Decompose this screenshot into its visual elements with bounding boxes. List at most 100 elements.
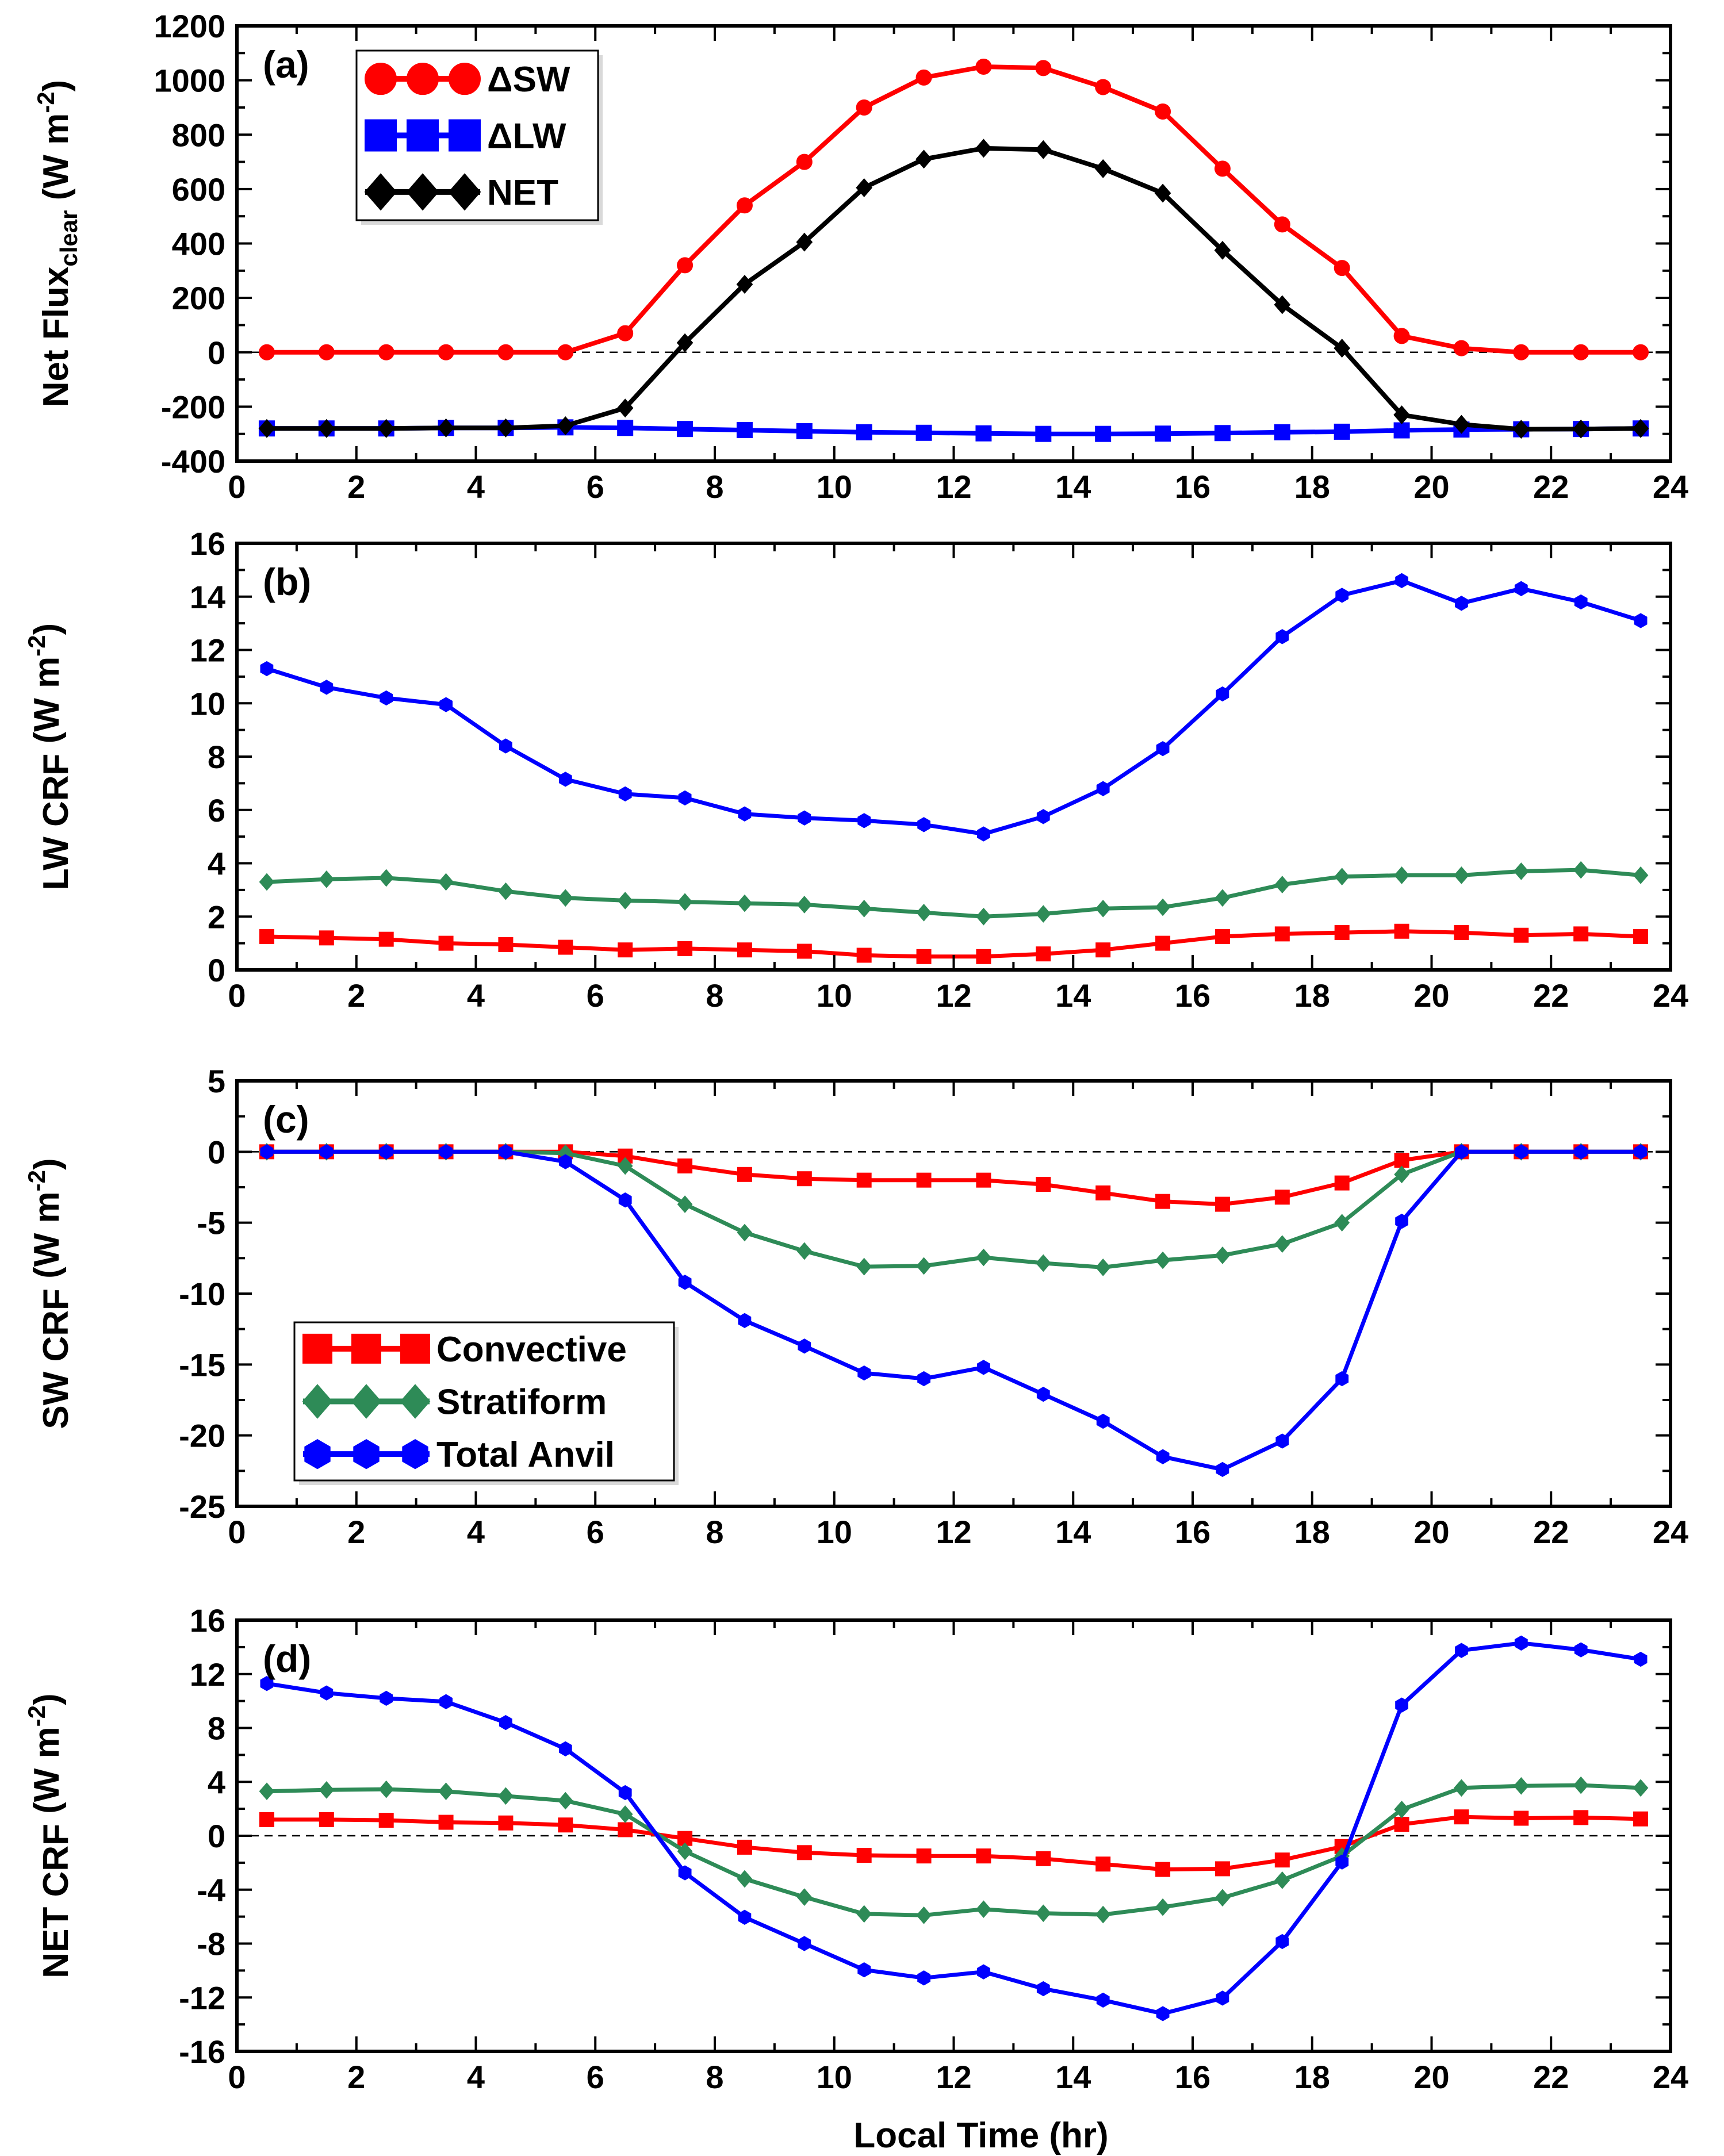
x-tick-label: 18 [1294, 2059, 1330, 2095]
legend-marker [302, 1333, 332, 1364]
x-tick-label: 14 [1055, 2059, 1091, 2095]
panel-label: (c) [263, 1098, 309, 1141]
x-tick-label: 10 [817, 469, 852, 505]
y-tick-label: -16 [179, 2034, 225, 2070]
data-point [498, 882, 514, 900]
x-tick-label: 10 [817, 1514, 852, 1550]
data-point [1334, 1214, 1350, 1232]
data-point [796, 154, 813, 170]
data-point [617, 1805, 633, 1823]
y-axis-title-part: (W m [27, 1727, 67, 1814]
x-tick-label: 12 [936, 2059, 971, 2095]
x-tick-label: 0 [228, 1514, 246, 1550]
y-tick-label: -400 [161, 443, 225, 479]
y-axis-title-part: clear [55, 210, 82, 267]
data-point [737, 1167, 752, 1182]
x-tick-label: 2 [347, 1514, 365, 1550]
data-point [557, 1791, 573, 1810]
data-point [737, 1839, 752, 1855]
data-point [318, 419, 335, 438]
y-tick-label: -15 [179, 1346, 225, 1383]
data-point [1274, 1190, 1290, 1205]
data-point [1035, 1904, 1051, 1923]
legend-marker [364, 173, 397, 211]
data-point [1633, 1811, 1649, 1827]
legend-label: ΔLW [487, 117, 566, 156]
y-tick-label: 1000 [154, 63, 225, 99]
data-point [318, 344, 335, 360]
x-tick-label: 20 [1413, 977, 1449, 1014]
data-point [977, 1360, 990, 1375]
data-point [378, 869, 394, 887]
data-point [1155, 1898, 1171, 1916]
data-point [1215, 1861, 1230, 1877]
x-tick-label: 12 [936, 469, 971, 505]
data-point [678, 790, 692, 806]
data-point [1633, 344, 1649, 360]
x-tick-label: 16 [1175, 977, 1210, 1014]
data-point [1335, 1371, 1349, 1387]
data-point [1155, 1194, 1171, 1209]
y-tick-label: -200 [161, 389, 225, 425]
data-point [856, 947, 872, 963]
data-point [796, 1242, 813, 1260]
legend-marker [449, 63, 481, 95]
x-tick-label: 18 [1294, 1514, 1330, 1550]
data-point [1574, 594, 1588, 610]
data-point [737, 1223, 753, 1242]
data-point [796, 1171, 812, 1187]
x-tick-label: 14 [1055, 977, 1091, 1014]
data-point [497, 418, 514, 438]
data-point [320, 1685, 334, 1701]
data-point [916, 949, 932, 964]
data-point [798, 810, 811, 826]
data-point [258, 419, 275, 438]
y-tick-label: 8 [208, 1710, 225, 1747]
data-point [498, 1815, 514, 1831]
data-point [378, 1813, 394, 1828]
data-point [319, 1812, 334, 1827]
x-tick-label: 22 [1533, 1514, 1569, 1550]
data-point [1096, 1992, 1110, 2008]
data-point [1334, 423, 1350, 440]
x-tick-label: 4 [467, 977, 485, 1014]
data-point [618, 1192, 632, 1208]
data-point [1035, 60, 1052, 76]
x-tick-label: 24 [1653, 977, 1688, 1014]
data-point [1035, 425, 1052, 442]
data-point [976, 1848, 991, 1864]
data-point [1632, 419, 1649, 438]
series-line-1 [266, 868, 1641, 919]
data-point [975, 139, 992, 158]
legend-marker [351, 1384, 382, 1419]
y-axis-title: Net Fluxclear (W m-2) [32, 80, 82, 407]
x-tick-label: 6 [587, 469, 604, 505]
data-point [857, 813, 871, 828]
data-point [498, 1787, 514, 1805]
y-tick-label: 1200 [154, 8, 225, 44]
data-point [1156, 741, 1170, 757]
data-point [796, 232, 813, 252]
panel-d: 0 2 4 6 8 10 12 14 16 18 20 22 24-16-12-8-40481216(d… [23, 1602, 1688, 2095]
data-point [738, 1313, 752, 1329]
data-point [1334, 868, 1350, 886]
data-point [737, 1870, 753, 1888]
y-axis-title-part: -2 [23, 1170, 50, 1191]
data-point [1214, 160, 1231, 177]
y-axis-title-part: ) [27, 623, 67, 635]
data-point [1095, 942, 1111, 958]
data-point [438, 935, 454, 951]
data-point [499, 1144, 512, 1160]
data-point [1036, 1981, 1050, 1997]
x-tick-label: 8 [706, 2059, 723, 2095]
data-point [378, 1780, 394, 1798]
y-axis-title-part: -2 [23, 635, 50, 656]
data-point [977, 826, 990, 842]
data-point [1393, 405, 1410, 425]
data-point [319, 930, 334, 946]
y-tick-label: 4 [208, 1764, 225, 1800]
x-tick-label: 8 [706, 1514, 723, 1550]
data-point [618, 1785, 632, 1801]
y-tick-label: 14 [190, 579, 225, 615]
